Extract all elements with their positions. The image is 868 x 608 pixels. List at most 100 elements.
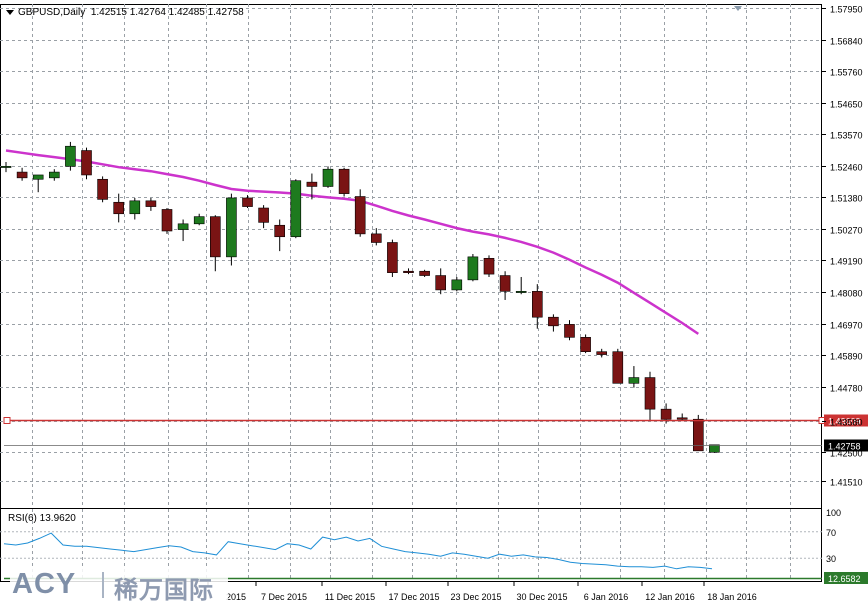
time-tick-label: 7 Dec 2015	[261, 592, 307, 602]
dropdown-triangle-icon[interactable]	[6, 9, 14, 15]
price-tick-label: 1.42500	[830, 449, 863, 459]
price-tick-label: 1.45890	[830, 352, 863, 362]
watermark-divider	[102, 572, 104, 598]
candle-body	[676, 417, 688, 420]
time-tick-label: 17 Dec 2015	[388, 592, 439, 602]
candle-body	[65, 145, 76, 167]
candle-body	[692, 418, 704, 452]
rsi-line	[3, 532, 713, 570]
price-tick-label: 1.51380	[830, 194, 863, 204]
candle-body	[322, 168, 334, 187]
candle-body	[499, 275, 511, 292]
moving-average-path	[5, 149, 700, 335]
time-tick-label: 30 Dec 2015	[516, 592, 567, 602]
rsi-level-label: 30	[826, 554, 836, 564]
candle-body	[354, 196, 366, 235]
symbol-label: GBPUSD,Daily	[18, 7, 86, 18]
candle-body	[467, 256, 479, 281]
candle-body	[177, 223, 189, 230]
line-anchor-handle	[3, 417, 11, 424]
watermark-brand: ACY	[12, 568, 77, 600]
candle-body	[161, 209, 173, 232]
candle-body	[628, 377, 640, 384]
candle-body	[0, 166, 12, 168]
time-tick-label: 12 Jan 2016	[645, 592, 695, 602]
candle-body	[660, 408, 672, 420]
candle-body	[548, 316, 559, 327]
candle-body	[210, 216, 221, 258]
candle-body	[709, 444, 720, 453]
candle-body	[515, 291, 527, 293]
price-tick-label: 1.52460	[830, 163, 863, 173]
candle-body	[97, 178, 108, 200]
rsi-label: RSI(6) 13.9620	[8, 513, 76, 524]
horizontal-line-price-label: 1.43609	[828, 417, 861, 427]
rsi-value-box	[824, 572, 868, 584]
rsi-value-label: 12.6582	[828, 574, 861, 584]
candle-body	[242, 197, 253, 207]
price-tick-label: 1.44780	[830, 384, 863, 394]
time-tick-label: 18 Jan 2016	[707, 592, 757, 602]
ohlc-readout: 1.42515 1.42764 1.42485 1.42758	[90, 7, 244, 18]
candle-body	[370, 233, 382, 243]
candle-body	[193, 216, 205, 225]
candle-body	[306, 181, 318, 187]
price-axis: 1.57950 1.56840 1.55760 1.54650 1.53570 1.524…	[4, 5, 868, 488]
price-tick-label: 1.50270	[830, 226, 863, 236]
moving-average-line	[5, 149, 700, 335]
candle-body	[290, 180, 302, 238]
candle-body	[226, 197, 237, 258]
candle-body	[81, 150, 92, 176]
rsi-pane-frame	[0, 508, 822, 582]
price-tick-label: 1.41510	[830, 478, 863, 488]
candle-body	[644, 377, 656, 410]
candle-body	[145, 200, 157, 207]
time-tick-label: 23 Dec 2015	[450, 592, 501, 602]
candle-body	[129, 200, 141, 215]
time-tick-label: 2015	[226, 592, 246, 602]
candle-body	[419, 270, 430, 276]
candle-body	[435, 275, 447, 291]
candle-body	[451, 279, 463, 291]
candle-body	[338, 168, 350, 194]
candle-body	[258, 207, 269, 223]
time-tick-label: 6 Jan 2016	[584, 592, 629, 602]
candle-body	[16, 171, 28, 179]
rsi-level-label: 100	[826, 508, 841, 518]
candle-body	[596, 351, 608, 355]
rsi-level-label: 70	[826, 528, 836, 538]
current-price-box	[824, 439, 868, 452]
chart-grid	[0, 4, 822, 582]
watermark-brand-cn: 稀万国际	[114, 577, 214, 604]
price-tick-label: 1.55760	[830, 68, 863, 78]
time-axis: 2015 7 Dec 2015 11 Dec 2015 17 Dec 2015 23 D…	[207, 582, 757, 602]
candle-body	[274, 224, 286, 238]
candle-body	[403, 270, 414, 273]
price-tick-label: 1.53570	[830, 131, 863, 141]
candle-body	[580, 337, 591, 352]
horizontal-line-price-box	[824, 414, 868, 427]
candle-body	[483, 257, 495, 275]
candlestick-series	[0, 141, 720, 453]
price-level-line[interactable]: 1.43609	[3, 414, 868, 427]
chart-header: GBPUSD,Daily 1.42515 1.42764 1.42485 1.4…	[6, 7, 244, 18]
time-tick-label: 11 Dec 2015	[325, 592, 375, 602]
price-tick-label: 1.49190	[830, 257, 863, 267]
candle-body	[564, 324, 575, 338]
price-tick-label: 1.54650	[830, 100, 863, 110]
current-price-label: 1.42758	[828, 442, 861, 452]
price-tick-label: 1.48080	[830, 289, 863, 299]
shift-marker-icon	[734, 6, 742, 11]
watermark: ACY 稀万国际	[10, 566, 228, 606]
price-tick-label: 1.46970	[830, 321, 863, 331]
price-tick-label: 1.57950	[830, 5, 863, 15]
price-tick-label: 1.56840	[830, 37, 863, 47]
candle-body	[612, 351, 624, 384]
candle-body	[48, 171, 60, 179]
candle-body	[113, 201, 124, 215]
candle-body	[387, 242, 398, 273]
candle-body	[531, 291, 543, 318]
price-tick-label: 1.43580	[830, 418, 863, 428]
candle-body	[32, 174, 44, 180]
